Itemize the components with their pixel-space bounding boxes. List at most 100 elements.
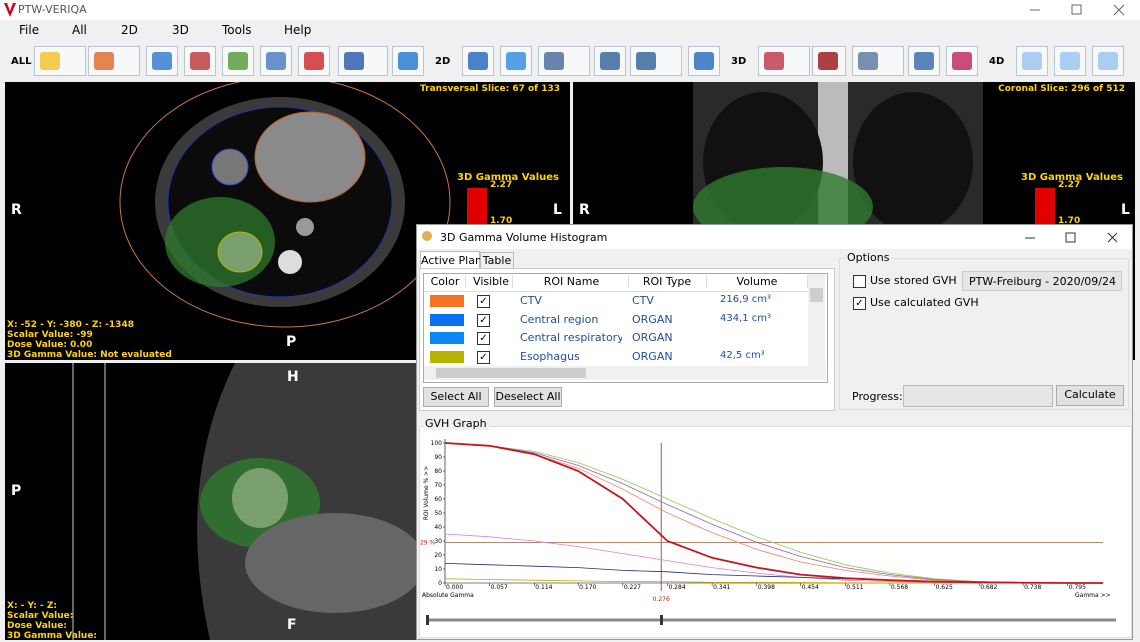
toolbar-button[interactable] <box>462 46 494 76</box>
color-swatch <box>430 295 464 307</box>
toolbar-icon <box>636 52 656 70</box>
tab[interactable]: Active Plan <box>420 251 482 269</box>
toolbar-button[interactable] <box>1054 46 1086 76</box>
toolbar-button[interactable] <box>1016 46 1048 76</box>
v-scrollbar[interactable] <box>808 274 825 366</box>
toolbar-icon <box>190 52 210 70</box>
toolbar-button[interactable] <box>298 46 330 76</box>
slider-handle[interactable] <box>660 615 663 625</box>
slice-label: Coronal Slice: 296 of 512 <box>998 84 1125 94</box>
orientation: P <box>11 483 22 499</box>
toolbar-button[interactable] <box>500 46 532 76</box>
y-tick-label: 50 <box>434 510 442 517</box>
toolbar-button[interactable] <box>852 46 904 76</box>
toolbar-icon <box>1022 52 1042 70</box>
menu-item[interactable]: 2D <box>121 23 138 37</box>
color-swatch <box>430 332 464 344</box>
toolbar-button[interactable] <box>688 46 720 76</box>
x-tick-label: 0.795 <box>1069 584 1086 591</box>
toolbar-button[interactable] <box>222 46 254 76</box>
toolbar-icon <box>304 52 324 70</box>
toolbar-icon <box>398 52 418 70</box>
source-dropdown[interactable]: PTW-Freiburg - 2020/09/24 <box>962 271 1122 291</box>
roi-volume: 42,5 cm³ <box>720 349 765 361</box>
roi-type: ORGAN <box>632 312 673 326</box>
toolbar-icon <box>344 52 364 70</box>
toolbar-button[interactable] <box>758 46 810 76</box>
menu-item[interactable]: Tools <box>222 23 252 37</box>
menu-item[interactable]: Help <box>284 23 312 37</box>
toolbar-button[interactable] <box>594 46 626 76</box>
menu-item[interactable]: 3D <box>172 23 189 37</box>
gvh-curve <box>444 533 1103 584</box>
deselect-all-button[interactable]: Deselect All <box>494 387 562 407</box>
checkbox[interactable]: ✓ <box>477 295 490 308</box>
toolbar-label: 2D <box>435 56 451 67</box>
header-line <box>424 291 808 292</box>
gamma-title: 3D Gamma Values <box>1021 172 1123 183</box>
toolbar-button[interactable] <box>34 46 86 76</box>
dropdown-text: PTW-Freiburg - 2020/09/24 <box>969 275 1117 288</box>
checkbox[interactable]: ✓ <box>477 350 490 364</box>
gamma-mid: 1.70 <box>490 216 513 226</box>
toolbar-button[interactable] <box>908 46 940 76</box>
roi-type: CTV <box>632 294 654 307</box>
toolbar-button[interactable] <box>1092 46 1124 76</box>
checkbox[interactable]: ✓ <box>853 297 866 310</box>
tab[interactable]: Table <box>480 252 514 270</box>
column-header: ROI Name <box>515 275 629 288</box>
toolbar-button[interactable] <box>338 46 388 76</box>
checkbox[interactable]: ✓ <box>477 313 490 327</box>
calculate-button[interactable]: Calculate <box>1056 385 1124 406</box>
toolbar-button[interactable] <box>538 46 590 76</box>
x-tick-label: 0.341 <box>713 584 730 591</box>
roi-name: Central region <box>520 312 599 326</box>
orientation: P <box>286 334 297 350</box>
toolbar-button[interactable] <box>392 46 424 76</box>
h-scrollbar[interactable] <box>424 366 826 380</box>
dialog-controls[interactable] <box>1017 231 1127 245</box>
toolbar-button[interactable] <box>946 46 978 76</box>
gvh-chart: 0 10 20 30 40 50 60 70 80 90 100 0.000 0.057 0.114 0.1… <box>420 439 1116 625</box>
x-tick-label: 0.625 <box>936 584 953 591</box>
window-controls[interactable] <box>1030 2 1136 18</box>
ct-image <box>693 82 983 232</box>
toolbar-button[interactable] <box>146 46 178 76</box>
menu-item[interactable]: All <box>72 23 87 37</box>
toolbar-icon <box>152 52 172 70</box>
gvh-curve <box>444 442 1103 584</box>
toolbar-button[interactable] <box>184 46 216 76</box>
info-line: X: -52 - Y: -380 - Z: -1348 <box>7 320 134 330</box>
toolbar-icon <box>952 52 972 70</box>
slice-label: Transversal Slice: 67 of 133 <box>420 84 560 94</box>
y-tick-label: 80 <box>434 468 442 475</box>
toolbar-icon <box>914 52 934 70</box>
select-all-button[interactable]: Select All <box>423 387 489 407</box>
menu-item[interactable]: File <box>19 23 40 37</box>
color-swatch <box>430 350 464 363</box>
x-tick-label: 0.284 <box>668 584 685 591</box>
toolbar-button[interactable] <box>630 46 682 76</box>
toolbar-button[interactable] <box>260 46 292 76</box>
toolbar-icon <box>40 52 60 70</box>
x-tick-label: 0.454 <box>802 584 819 591</box>
toolbar-button[interactable] <box>812 46 846 76</box>
checkbox-label: Use stored GVH <box>870 274 957 287</box>
orientation: F <box>287 617 297 633</box>
checkbox[interactable] <box>853 275 866 288</box>
x-tick-label: 0.738 <box>1024 584 1041 591</box>
y-tick-label: 60 <box>434 496 442 503</box>
toolbar-label: 4D <box>989 56 1005 67</box>
gamma-max: 2.27 <box>1058 180 1081 190</box>
y-tick-label: 30 <box>434 538 442 545</box>
roi-volume: 216,9 cm³ <box>720 294 772 305</box>
toolbar-button[interactable] <box>88 46 140 76</box>
toolbar-icon <box>600 52 620 70</box>
x-tick-label: 0.000 <box>446 584 463 591</box>
options-title: Options <box>845 251 892 264</box>
checkbox[interactable]: ✓ <box>477 332 490 345</box>
y-axis-label: ROI Volume % >> <box>423 466 430 520</box>
progress-bar <box>903 385 1053 407</box>
toolbar-icon <box>544 52 564 70</box>
